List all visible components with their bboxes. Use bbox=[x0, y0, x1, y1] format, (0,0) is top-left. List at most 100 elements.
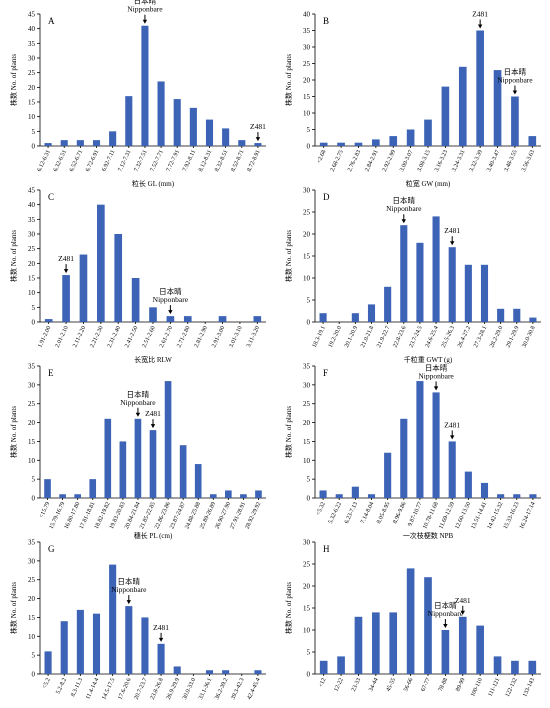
y-tick-label: 0 bbox=[307, 495, 311, 503]
x-tick-label: 3.56-3.63 bbox=[521, 149, 536, 172]
x-tick-label: 3.48-3.55 bbox=[504, 149, 519, 172]
x-tick-label: 17.6-20.6 bbox=[117, 677, 132, 700]
bar bbox=[464, 264, 472, 322]
bar bbox=[166, 316, 175, 322]
x-tick-label: 3.08-3.15 bbox=[417, 149, 432, 172]
bar bbox=[222, 128, 230, 146]
bar bbox=[400, 225, 408, 322]
panel-label: D bbox=[323, 192, 330, 202]
panel: 0 5 10 15 20 25 30 35 F 株数 No. of plants 一次枝梗数 NPB… bbox=[284, 362, 541, 540]
annotation-arrowhead bbox=[142, 19, 148, 24]
bar bbox=[480, 264, 489, 322]
y-tick-label: 5 bbox=[307, 297, 311, 305]
bar bbox=[372, 612, 380, 674]
bar bbox=[511, 96, 519, 146]
y-tick-label: 15 bbox=[28, 614, 36, 622]
x-tick-label: 1.91-2.00 bbox=[37, 325, 52, 348]
panel-label: C bbox=[48, 192, 54, 202]
x-tick-label: 20.1-20.9 bbox=[344, 325, 359, 348]
y-tick-label: 0 bbox=[32, 319, 36, 327]
annotation-text: Nipponbare bbox=[127, 5, 163, 14]
x-tick-label: 6.92-7.11 bbox=[101, 149, 116, 172]
y-tick-label: 0 bbox=[307, 143, 311, 151]
bar bbox=[253, 316, 262, 322]
x-tick-label: 8.32-8.51 bbox=[214, 149, 229, 172]
bar bbox=[493, 70, 502, 146]
annotation-text: Z481 bbox=[250, 122, 266, 131]
bar bbox=[319, 142, 328, 146]
x-tick-label: 13.51-14.41 bbox=[471, 501, 489, 530]
panel-label: E bbox=[48, 368, 54, 378]
y-tick-label: 0 bbox=[32, 495, 36, 503]
bar bbox=[416, 381, 424, 498]
annotation-text: Nipponbare bbox=[386, 204, 422, 213]
y-tick-label: 40 bbox=[28, 25, 36, 33]
bar bbox=[458, 616, 467, 674]
y-tick-label: 0 bbox=[307, 671, 311, 679]
x-tick-label: 8.12-8.31 bbox=[198, 149, 213, 172]
x-tick-label: 3.32-3.39 bbox=[469, 149, 484, 172]
x-tick-label: <2.68 bbox=[316, 149, 327, 164]
x-tick-label: 27.3-28.1 bbox=[473, 325, 488, 348]
x-tick-label: 29.1-29.9 bbox=[505, 325, 520, 348]
x-axis-label: 穗长 PL (cm) bbox=[134, 531, 173, 540]
panel-label: G bbox=[48, 544, 55, 554]
y-tick-label: 25 bbox=[28, 69, 36, 77]
bar bbox=[354, 616, 363, 674]
bar bbox=[134, 418, 142, 498]
annotation-text: Z481 bbox=[472, 10, 488, 19]
bar bbox=[179, 445, 187, 498]
x-tick-label: 28.2-29.0 bbox=[489, 325, 504, 348]
bar bbox=[44, 651, 52, 674]
bar bbox=[62, 275, 70, 322]
bar bbox=[416, 242, 424, 322]
bar bbox=[59, 494, 66, 498]
bar bbox=[76, 140, 84, 146]
annotation-arrowhead bbox=[255, 137, 261, 142]
y-tick-label: 20 bbox=[28, 419, 36, 427]
bar bbox=[89, 479, 97, 498]
annotation-arrowhead bbox=[450, 241, 455, 246]
x-tick-label: 24.6-25.4 bbox=[425, 325, 440, 348]
annotation-text: Z481 bbox=[145, 409, 161, 418]
y-tick-label: 30 bbox=[28, 557, 36, 565]
x-tick-label: 39.3-42.3 bbox=[230, 677, 245, 700]
annotation-arrowhead bbox=[63, 269, 69, 274]
bar bbox=[406, 568, 415, 674]
bar bbox=[319, 490, 327, 498]
x-tick-label: 78-88 bbox=[438, 677, 449, 692]
y-tick-label: 10 bbox=[303, 457, 311, 465]
x-tick-label: 2.84-2.91 bbox=[365, 149, 380, 172]
bar bbox=[319, 660, 328, 674]
bar bbox=[513, 308, 521, 322]
x-tick-label: 26.9-29.9 bbox=[166, 677, 181, 700]
bar bbox=[354, 142, 363, 146]
x-tick-label: 6.72-6.91 bbox=[85, 149, 100, 172]
x-tick-label: <15.79 bbox=[39, 501, 52, 519]
bar bbox=[528, 136, 537, 146]
bar bbox=[76, 609, 84, 674]
y-tick-label: 35 bbox=[303, 363, 311, 371]
annotation-arrowhead bbox=[443, 624, 448, 628]
y-tick-label: 15 bbox=[303, 253, 311, 261]
bar bbox=[97, 204, 105, 322]
y-tick-label: 5 bbox=[307, 649, 311, 657]
x-tick-label: 2.68-2.75 bbox=[330, 149, 345, 172]
x-tick-label: 6.52-6.71 bbox=[69, 149, 84, 172]
y-tick-label: 20 bbox=[303, 583, 311, 591]
x-tick-label: 14.5-17.5 bbox=[101, 677, 116, 700]
panel: 0 5 10 15 20 25 30 35 E 株数 No. of plants 穗长 PL (cm… bbox=[9, 363, 266, 540]
y-tick-label: 30 bbox=[28, 55, 36, 63]
y-tick-label: 35 bbox=[303, 27, 311, 35]
y-tick-label: 35 bbox=[28, 216, 36, 224]
annotation-text: Z481 bbox=[444, 420, 460, 429]
bar bbox=[432, 392, 440, 498]
x-tick-label: 3.16-3.23 bbox=[434, 149, 449, 172]
bar bbox=[60, 621, 68, 674]
bar bbox=[441, 86, 450, 146]
x-tick-label: 2.91-3.00 bbox=[211, 325, 226, 348]
x-tick-label: 22.8-23.6 bbox=[392, 325, 407, 348]
bar bbox=[44, 479, 51, 498]
y-tick-label: 30 bbox=[303, 539, 311, 547]
y-tick-label: 25 bbox=[28, 576, 36, 584]
